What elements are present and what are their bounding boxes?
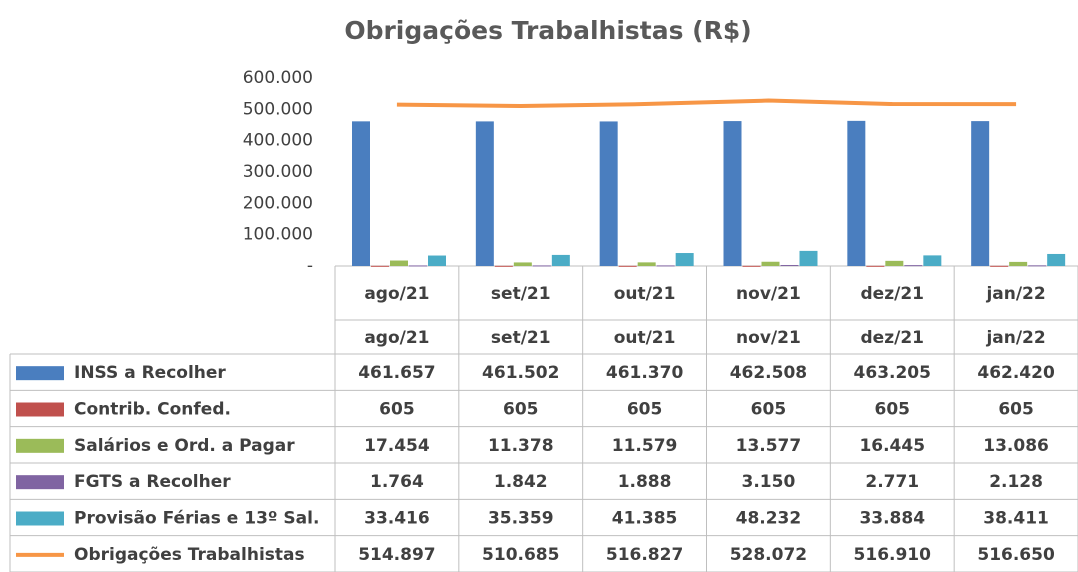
legend-label: Contrib. Confed. [74, 400, 231, 420]
bar [428, 255, 446, 266]
line [396, 98, 1017, 108]
legend-label: INSS a Recolher [74, 363, 226, 383]
bar [532, 265, 551, 267]
table-cell: 2.771 [865, 472, 919, 492]
bar [352, 121, 370, 266]
bar [637, 262, 656, 266]
table-cell: 13.086 [983, 436, 1049, 456]
legend-label: Salários e Ord. a Pagar [74, 436, 295, 456]
y-tick-label: 500.000 [243, 99, 313, 119]
bar [513, 262, 532, 266]
bar [475, 121, 494, 266]
table-cell: 605 [379, 400, 415, 420]
bar [494, 265, 513, 267]
table-cell: 38.411 [983, 509, 1049, 529]
y-tick-label: 600.000 [243, 68, 313, 88]
legend-key [16, 475, 64, 490]
bar [371, 265, 389, 267]
table-cell: 605 [503, 400, 539, 420]
table-cell: 3.150 [742, 472, 796, 492]
table-header: jan/22 [985, 328, 1045, 348]
bar [885, 260, 904, 266]
table-cell: 463.205 [854, 363, 931, 383]
table-cell: 33.416 [364, 509, 430, 529]
x-tick-label: dez/21 [861, 284, 924, 304]
table-cell: 605 [998, 400, 1034, 420]
x-tick-label: ago/21 [364, 284, 429, 304]
table-cell: 461.370 [606, 363, 684, 383]
chart-title: Obrigações Trabalhistas (R$) [344, 16, 751, 45]
bar [409, 265, 427, 267]
bar [799, 250, 818, 266]
bar [1009, 261, 1028, 266]
table-header: nov/21 [736, 328, 801, 348]
bar [1028, 265, 1047, 267]
table-cell: 48.232 [736, 509, 802, 529]
table-header: out/21 [614, 328, 676, 348]
y-tick-label: 300.000 [243, 162, 313, 182]
table-cell: 462.508 [730, 363, 807, 383]
bar [742, 265, 761, 267]
table-cell: 605 [875, 400, 911, 420]
legend-key [16, 511, 64, 526]
y-tick-label: - [307, 256, 313, 276]
table-cell: 41.385 [612, 509, 678, 529]
bar [551, 254, 570, 266]
bar [761, 261, 780, 266]
table-cell: 16.445 [859, 436, 925, 456]
table-cell: 11.378 [488, 436, 554, 456]
legend-label: FGTS a Recolher [74, 472, 231, 492]
bar [723, 121, 742, 266]
table-cell: 1.888 [618, 472, 672, 492]
bar [599, 121, 618, 266]
bar [1047, 253, 1066, 266]
table-cell: 462.420 [977, 363, 1055, 383]
table-cell: 13.577 [736, 436, 802, 456]
x-tick-label: nov/21 [736, 284, 801, 304]
bar [675, 253, 694, 266]
table-header: ago/21 [364, 328, 429, 348]
y-tick-label: 200.000 [243, 193, 313, 213]
bar [780, 265, 799, 267]
bar [990, 265, 1009, 267]
table-header: set/21 [491, 328, 551, 348]
table-cell: 516.650 [977, 545, 1055, 565]
y-tick-label: 400.000 [243, 131, 313, 151]
table-cell: 35.359 [488, 509, 554, 529]
table-cell: 461.657 [358, 363, 435, 383]
table-cell: 33.884 [859, 509, 925, 529]
y-tick-label: 100.000 [243, 225, 313, 245]
bar [866, 265, 885, 267]
x-tick-label: out/21 [614, 284, 676, 304]
table-cell: 510.685 [482, 545, 559, 565]
x-tick-label: set/21 [491, 284, 551, 304]
table-cell: 516.910 [854, 545, 932, 565]
table-cell: 17.454 [364, 436, 430, 456]
bar [904, 265, 923, 267]
x-tick-label: jan/22 [985, 284, 1045, 304]
bar [847, 120, 866, 267]
table-cell: 516.827 [606, 545, 683, 565]
legend-key [16, 402, 64, 417]
table-cell: 2.128 [989, 472, 1043, 492]
legend-key [16, 366, 64, 381]
bar [656, 265, 675, 267]
table-cell: 528.072 [730, 545, 807, 565]
bar [923, 255, 942, 266]
table-cell: 605 [751, 400, 787, 420]
table-cell: 605 [627, 400, 663, 420]
bar [618, 265, 637, 267]
table-cell: 11.579 [612, 436, 678, 456]
table-header: dez/21 [861, 328, 924, 348]
legend-label: Obrigações Trabalhistas [74, 545, 305, 565]
bar [390, 260, 408, 266]
bar [971, 121, 990, 266]
table-cell: 1.764 [370, 472, 424, 492]
legend-label: Provisão Férias e 13º Sal. [74, 509, 319, 529]
legend-key [16, 438, 64, 453]
table-cell: 461.502 [482, 363, 559, 383]
table-cell: 514.897 [358, 545, 435, 565]
table-cell: 1.842 [494, 472, 548, 492]
